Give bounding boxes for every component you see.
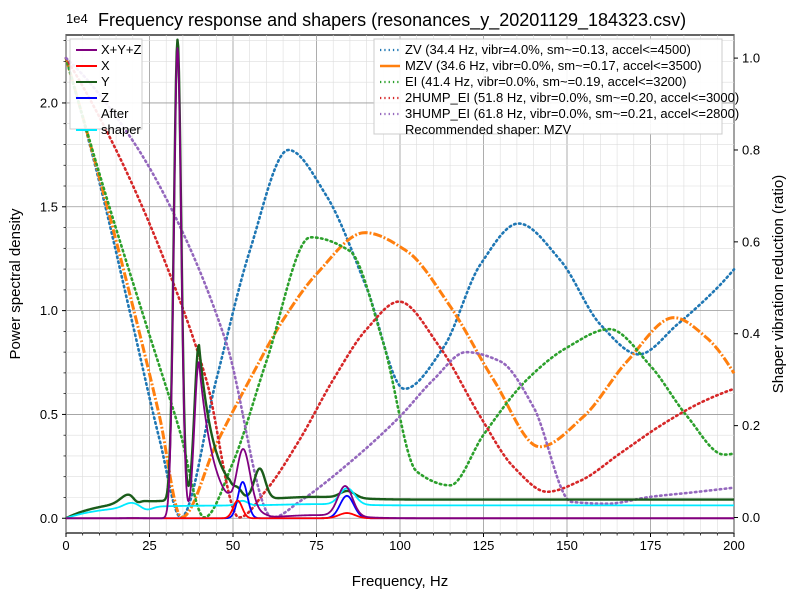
svg-text:125: 125 — [473, 538, 495, 553]
svg-text:Y: Y — [101, 74, 110, 89]
svg-text:50: 50 — [226, 538, 240, 553]
svg-text:1e4: 1e4 — [66, 11, 88, 26]
svg-text:2HUMP_EI (51.8 Hz, vibr=0.0%,: 2HUMP_EI (51.8 Hz, vibr=0.0%, sm~=0.20, … — [405, 90, 739, 105]
svg-text:1.0: 1.0 — [742, 51, 760, 66]
svg-text:shaper: shaper — [101, 122, 141, 137]
svg-text:X+Y+Z: X+Y+Z — [101, 42, 142, 57]
svg-text:175: 175 — [640, 538, 662, 553]
svg-text:0.2: 0.2 — [742, 418, 760, 433]
svg-text:2.0: 2.0 — [40, 95, 58, 110]
svg-text:0.4: 0.4 — [742, 326, 760, 341]
svg-text:25: 25 — [142, 538, 156, 553]
svg-text:0.0: 0.0 — [40, 511, 58, 526]
svg-text:EI (41.4 Hz, vibr=0.0%, sm~=0.: EI (41.4 Hz, vibr=0.0%, sm~=0.19, accel<… — [405, 74, 686, 89]
svg-text:Frequency response and shapers: Frequency response and shapers (resonanc… — [98, 10, 686, 31]
svg-text:200: 200 — [723, 538, 745, 553]
svg-text:0.6: 0.6 — [742, 234, 760, 249]
svg-text:0.0: 0.0 — [742, 510, 760, 525]
svg-text:Z: Z — [101, 90, 109, 105]
svg-text:Frequency, Hz: Frequency, Hz — [352, 573, 448, 590]
svg-text:X: X — [101, 58, 110, 73]
svg-text:0: 0 — [62, 538, 69, 553]
svg-text:Recommended shaper: MZV: Recommended shaper: MZV — [405, 122, 572, 137]
svg-text:1.0: 1.0 — [40, 303, 58, 318]
svg-text:Power spectral density: Power spectral density — [7, 208, 24, 359]
svg-text:After: After — [101, 106, 129, 121]
svg-text:ZV (34.4 Hz, vibr=4.0%, sm~=0.: ZV (34.4 Hz, vibr=4.0%, sm~=0.13, accel<… — [405, 42, 691, 57]
svg-text:100: 100 — [389, 538, 411, 553]
svg-text:MZV (34.6 Hz, vibr=0.0%, sm~=0: MZV (34.6 Hz, vibr=0.0%, sm~=0.17, accel… — [405, 58, 702, 73]
svg-text:1.5: 1.5 — [40, 199, 58, 214]
svg-text:0.5: 0.5 — [40, 407, 58, 422]
svg-text:75: 75 — [309, 538, 323, 553]
svg-text:Shaper vibration reduction (ra: Shaper vibration reduction (ratio) — [770, 175, 787, 393]
svg-text:150: 150 — [556, 538, 578, 553]
svg-text:3HUMP_EI (61.8 Hz, vibr=0.0%,: 3HUMP_EI (61.8 Hz, vibr=0.0%, sm~=0.21, … — [405, 106, 739, 121]
svg-text:0.8: 0.8 — [742, 142, 760, 157]
